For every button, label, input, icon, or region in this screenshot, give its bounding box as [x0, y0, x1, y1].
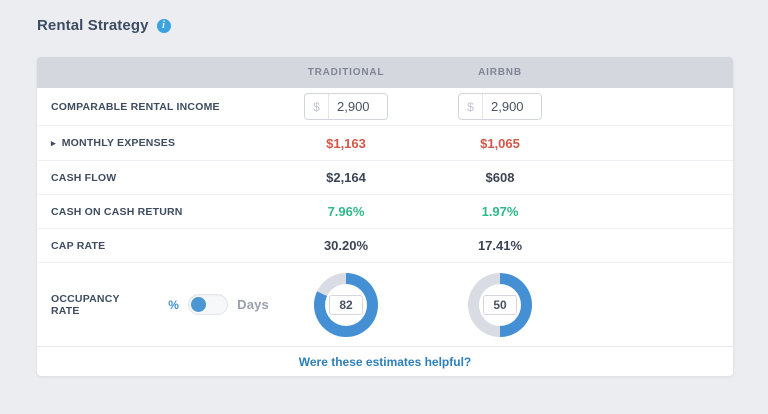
airbnb-cash-flow-value: $608 [485, 170, 515, 185]
row-occupancy-rate: OCCUPANCY RATE % Days [37, 262, 733, 346]
traditional-income-input-group: $ [304, 93, 388, 120]
table-footer: Were these estimates helpful? [37, 346, 733, 376]
table-header: TRADITIONAL AIRBNB [37, 57, 733, 88]
row-label: OCCUPANCY RATE [51, 292, 120, 317]
airbnb-occupancy-input[interactable] [483, 294, 517, 315]
dollar-prefix: $ [459, 94, 483, 119]
traditional-income-input[interactable] [329, 94, 387, 119]
row-cash-on-cash-return: CASH ON CASH RETURN 7.96% 1.97% [37, 194, 733, 228]
row-label: CASH ON CASH RETURN [51, 205, 183, 218]
airbnb-income-cell: $ [423, 93, 577, 120]
estimates-helpful-link[interactable]: Were these estimates helpful? [298, 354, 472, 369]
title-row: Rental Strategy i [37, 17, 171, 34]
traditional-income-cell: $ [269, 93, 423, 120]
traditional-occupancy-cell [269, 272, 423, 337]
row-label: CASH FLOW [51, 171, 117, 184]
occupancy-unit-toggle-group: % Days [168, 294, 269, 315]
expand-caret-icon: ▸ [51, 137, 56, 148]
info-icon[interactable]: i [156, 18, 171, 33]
traditional-occupancy-input[interactable] [329, 294, 363, 315]
traditional-cap-rate-value: 30.20% [323, 238, 369, 253]
traditional-cash-flow-value: $2,164 [326, 170, 366, 185]
column-header-airbnb: AIRBNB [478, 67, 522, 78]
donut-hole [325, 283, 367, 326]
toggle-option-days[interactable]: Days [237, 297, 269, 312]
traditional-occupancy-donut-chart [314, 272, 378, 337]
airbnb-cap-rate-value: 17.41% [477, 238, 523, 253]
donut-hole [479, 283, 521, 326]
row-comparable-rental-income: COMPARABLE RENTAL INCOME $ $ [37, 88, 733, 125]
toggle-knob [191, 297, 207, 312]
dollar-prefix: $ [305, 94, 329, 119]
airbnb-monthly-expenses-value: $1,065 [480, 135, 520, 151]
rental-strategy-table: TRADITIONAL AIRBNB COMPARABLE RENTAL INC… [37, 57, 733, 376]
row-label: CAP RATE [51, 239, 106, 252]
toggle-option-percent[interactable]: % [168, 297, 180, 312]
airbnb-income-input-group: $ [458, 93, 542, 120]
percent-days-toggle[interactable] [188, 294, 229, 315]
monthly-expenses-expander[interactable]: ▸ MONTHLY EXPENSES [37, 137, 269, 149]
row-monthly-expenses: ▸ MONTHLY EXPENSES $1,163 $1,065 [37, 125, 733, 160]
row-cash-flow: CASH FLOW $2,164 $608 [37, 160, 733, 194]
airbnb-income-input[interactable] [483, 94, 541, 119]
row-cap-rate: CAP RATE 30.20% 17.41% [37, 228, 733, 262]
occupancy-label-cell: OCCUPANCY RATE % Days [37, 293, 269, 317]
airbnb-cash-on-cash-value: 1.97% [481, 204, 519, 219]
airbnb-occupancy-cell [423, 272, 577, 337]
row-label: MONTHLY EXPENSES [61, 137, 176, 149]
traditional-monthly-expenses-value: $1,163 [326, 135, 366, 151]
traditional-cash-on-cash-value: 7.96% [327, 204, 365, 219]
page-title: Rental Strategy [37, 17, 149, 34]
row-label: COMPARABLE RENTAL INCOME [51, 100, 220, 113]
airbnb-occupancy-donut-chart [468, 272, 532, 337]
column-header-traditional: TRADITIONAL [307, 67, 385, 78]
